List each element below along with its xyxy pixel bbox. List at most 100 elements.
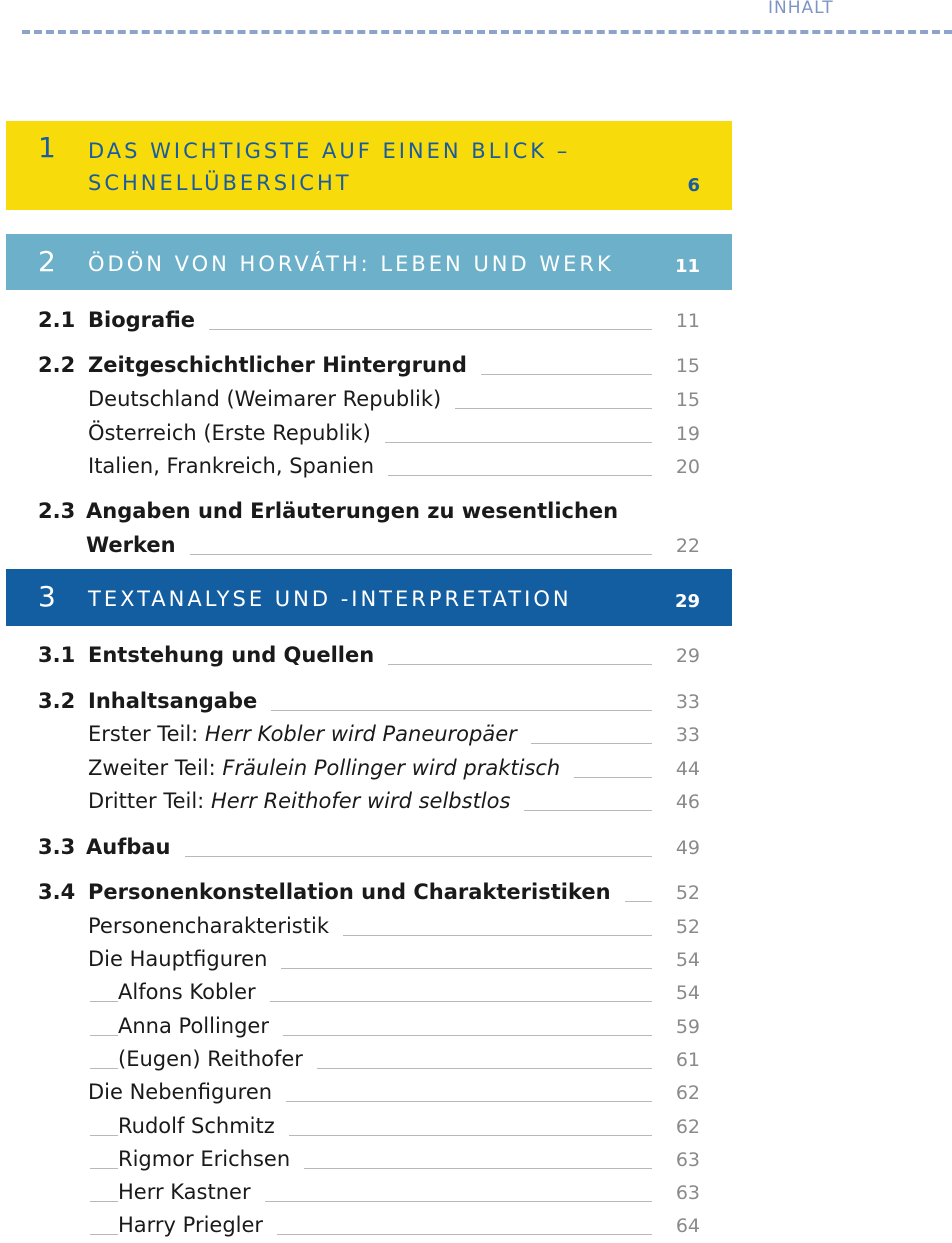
dot-leader [90,968,652,969]
dot-leader [90,1168,652,1169]
entry-page: 11 [675,310,700,332]
entry-page: 61 [675,1049,700,1071]
toc-subsubentry[interactable]: Anna Pollinger 59 [0,1014,700,1044]
section-number: 2.1 [38,308,76,332]
toc-entry-2-2[interactable]: 2.2 Zeitgeschichtlicher Hintergrund 15 [0,353,700,383]
toc-subentry[interactable]: Österreich (Erste Republik) 19 [0,421,700,451]
toc-entry-3-3[interactable]: 3.3 Aufbau 49 [0,835,700,865]
entry-label: Aufbau [86,835,185,859]
entry-label: Italien, Frankreich, Spanien [88,454,389,478]
chapter-3-band[interactable]: 3 TEXTANALYSE UND -INTERPRETATION 29 [6,569,732,626]
entry-page: 64 [675,1215,700,1237]
toc-subentry[interactable]: Deutschland (Weimarer Republik) 15 [0,387,700,417]
chapter-page: 11 [674,256,700,277]
entry-page: 44 [675,758,700,780]
toc-entry-2-3-cont[interactable]: Werken 22 [0,533,700,563]
entry-label: Harry Priegler [118,1213,278,1237]
entry-page: 63 [675,1182,700,1204]
entry-label: Alfons Kobler [118,980,270,1004]
entry-label: Entstehung und Quellen [88,643,389,667]
toc-entry-3-4[interactable]: 3.4 Personenkonstellation und Charakteri… [0,880,700,910]
entry-page: 15 [675,355,700,377]
section-number: 2.2 [38,353,76,377]
entry-label: Rigmor Erichsen [118,1147,305,1171]
dot-leader [90,329,652,330]
entry-page: 62 [675,1116,700,1138]
entry-page: 54 [675,949,700,971]
dot-leader [90,1035,652,1036]
chapter-title: TEXTANALYSE UND -INTERPRETATION [88,587,572,611]
entry-page: 59 [675,1016,700,1038]
header-dashed-rule [22,30,952,34]
entry-label: Österreich (Erste Republik) [88,421,385,445]
chapter-title-line2: SCHNELLÜBERSICHT [88,171,352,195]
entry-label: Personenkonstellation und Charakteristik… [88,880,625,904]
entry-label-line1: Angaben und Erläuterungen zu wesentliche… [86,499,619,523]
entry-label: Zeitgeschichtlicher Hintergrund [88,353,481,377]
toc-subentry[interactable]: Dritter Teil: Herr Reithofer wird selbst… [0,789,700,819]
toc-subsubentry[interactable]: Rigmor Erichsen 63 [0,1147,700,1177]
entry-label: (Eugen) Reithofer [118,1047,317,1071]
entry-label: Anna Pollinger [118,1014,283,1038]
entry-label: Inhaltsangabe [88,689,272,713]
toc-subsubentry[interactable]: (Eugen) Reithofer 61 [0,1047,700,1077]
dot-leader [90,1201,652,1202]
entry-label: Personencharakteristik [88,914,343,938]
chapter-2-band[interactable]: 2 ÖDÖN VON HORVÁTH: LEBEN UND WERK 11 [6,234,732,290]
dot-leader [90,1135,652,1136]
label-prefix: Zweiter Teil: [88,756,223,780]
chapter-number: 3 [38,580,56,613]
entry-page: 15 [675,389,700,411]
entry-label: Rudolf Schmitz [118,1114,289,1138]
chapter-page: 6 [687,175,700,196]
toc-entry-2-3[interactable]: 2.3 [0,499,700,563]
entry-page: 49 [675,837,700,859]
section-number: 3.2 [38,689,76,713]
entry-page: 46 [675,791,700,813]
entry-page: 52 [675,916,700,938]
toc-subsubentry[interactable]: Alfons Kobler 54 [0,980,700,1010]
chapter-title-line1: DAS WICHTIGSTE AUF EINEN BLICK – [88,139,571,163]
entry-label: Erster Teil: Herr Kobler wird Paneuropäe… [88,722,531,746]
dot-leader [90,1001,652,1002]
section-number: 2.3 [38,499,76,523]
entry-label: Deutschland (Weimarer Republik) [88,387,456,411]
entry-label: Biografie [88,308,209,332]
toc-subsubentry[interactable]: Rudolf Schmitz 62 [0,1114,700,1144]
chapter-number: 1 [38,131,56,164]
toc-subentry[interactable]: Personencharakteristik 52 [0,914,700,944]
toc-subentry[interactable]: Italien, Frankreich, Spanien 20 [0,454,700,484]
entry-page: 20 [675,456,700,478]
section-number: 3.1 [38,643,76,667]
toc-subsubentry[interactable]: Herr Kastner 63 [0,1180,700,1210]
entry-label: Die Nebenfiguren [88,1080,287,1104]
entry-page: 63 [675,1149,700,1171]
chapter-number: 2 [38,245,56,278]
label-italic: Fräulein Pollinger wird praktisch [222,756,561,780]
entry-page: 54 [675,982,700,1004]
dot-leader [90,1101,652,1102]
dot-leader [90,935,652,936]
entry-page: 22 [675,535,700,557]
label-italic: Herr Kobler wird Paneuropäer [204,722,517,746]
toc-subentry[interactable]: Die Hauptfiguren 54 [0,947,700,977]
chapter-page: 29 [674,591,700,612]
label-prefix: Dritter Teil: [88,789,211,813]
section-number: 3.4 [38,880,76,904]
entry-label: Zweiter Teil: Fräulein Pollinger wird pr… [88,756,575,780]
toc-subsubentry[interactable]: Harry Priegler 64 [0,1213,700,1243]
toc-entry-3-2[interactable]: 3.2 Inhaltsangabe 33 [0,689,700,719]
entry-page: 52 [675,882,700,904]
dot-leader [90,710,652,711]
section-number: 3.3 [38,835,76,859]
toc-entry-2-1[interactable]: 2.1 Biografie 11 [0,308,700,338]
entry-page: 33 [675,691,700,713]
toc-subentry[interactable]: Die Nebenfiguren 62 [0,1080,700,1110]
toc-entry-3-1[interactable]: 3.1 Entstehung und Quellen 29 [0,643,700,673]
header-label: INHALT [768,0,834,18]
toc-subentry[interactable]: Erster Teil: Herr Kobler wird Paneuropäe… [0,722,700,752]
entry-page: 19 [675,423,700,445]
toc-subentry[interactable]: Zweiter Teil: Fräulein Pollinger wird pr… [0,756,700,786]
chapter-1-band[interactable]: 1 DAS WICHTIGSTE AUF EINEN BLICK – SCHNE… [6,121,732,210]
entry-page: 62 [675,1082,700,1104]
